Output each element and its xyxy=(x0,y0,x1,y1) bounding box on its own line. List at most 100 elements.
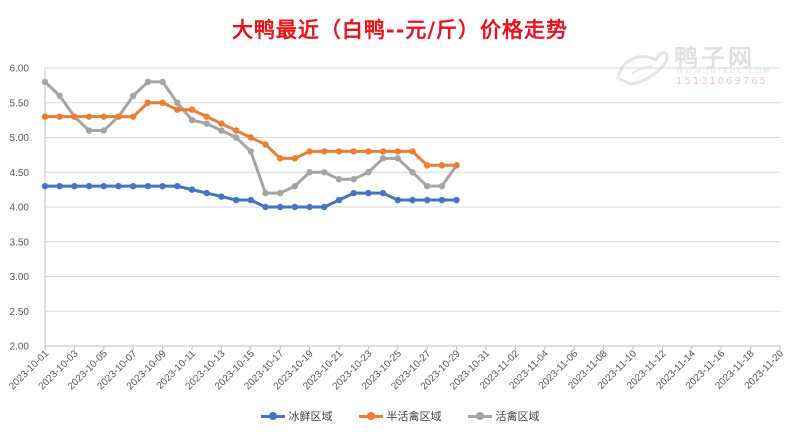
data-point xyxy=(115,113,122,120)
y-tick-label: 5.50 xyxy=(10,98,30,109)
y-tick-label: 4.00 xyxy=(10,203,30,214)
watermark-url: WWW.INTEDC.COM xyxy=(676,67,772,75)
legend-item: 半活禽区域 xyxy=(358,408,442,424)
y-tick-labels: 2.00 2.50 3.00 3.50 4.00 4.50 5.00 5.50 6.00 xyxy=(10,64,30,353)
data-point xyxy=(41,182,49,190)
data-point xyxy=(438,182,446,190)
data-point xyxy=(188,106,196,113)
data-point xyxy=(291,182,299,190)
series-lines xyxy=(41,78,460,211)
data-point xyxy=(130,113,137,120)
data-point xyxy=(424,182,431,190)
data-point xyxy=(350,176,357,183)
data-point xyxy=(350,189,357,197)
data-point xyxy=(291,155,299,162)
data-point xyxy=(262,141,269,148)
series-1 xyxy=(41,99,460,169)
data-point xyxy=(335,176,343,183)
watermark-logo: 鸭子网 WWW.INTEDC.COM 15131069765 xyxy=(612,38,782,94)
data-point xyxy=(453,196,460,204)
data-point xyxy=(247,148,254,155)
data-point xyxy=(56,182,63,190)
data-point xyxy=(277,189,284,197)
data-point xyxy=(424,196,431,204)
y-tick-label: 2.00 xyxy=(10,342,30,353)
data-point xyxy=(100,182,108,190)
data-point xyxy=(174,106,181,113)
data-point xyxy=(56,92,63,100)
chart-title: 大鸭最近（白鸭--元/斤）价格走势 xyxy=(231,18,569,42)
data-point xyxy=(365,169,372,176)
data-point xyxy=(218,193,225,200)
data-point xyxy=(277,203,284,211)
series-line xyxy=(45,101,457,167)
data-point xyxy=(232,127,240,134)
data-point xyxy=(394,155,401,162)
data-point xyxy=(321,169,328,176)
data-point xyxy=(188,116,196,124)
data-point xyxy=(379,189,387,197)
y-tick-label: 5.00 xyxy=(10,133,30,144)
data-point xyxy=(453,162,460,169)
data-point xyxy=(174,99,181,106)
data-point xyxy=(85,182,93,190)
data-point xyxy=(232,196,240,204)
axes xyxy=(44,68,781,350)
data-point xyxy=(438,196,446,204)
series-0 xyxy=(41,182,460,211)
data-point xyxy=(144,99,152,106)
y-tick-label: 3.50 xyxy=(10,237,30,248)
data-point xyxy=(144,78,152,86)
data-point xyxy=(100,127,108,134)
data-point xyxy=(159,78,166,86)
data-point xyxy=(56,113,63,120)
data-point xyxy=(277,155,284,162)
chart-legend: 冰鲜区域 半活禽区域 活禽区域 xyxy=(0,408,800,424)
data-point xyxy=(41,78,49,86)
data-point xyxy=(85,127,93,134)
data-point xyxy=(321,203,328,211)
data-point xyxy=(247,196,254,204)
data-point xyxy=(144,182,152,190)
data-point xyxy=(71,113,78,120)
data-point xyxy=(262,203,269,211)
legend-item: 活禽区域 xyxy=(467,408,540,424)
data-point xyxy=(335,196,343,204)
data-point xyxy=(41,113,49,120)
data-point xyxy=(71,182,78,190)
data-point xyxy=(291,203,299,211)
data-point xyxy=(218,120,225,127)
watermark-phone: 15131069765 xyxy=(676,76,768,87)
grid-lines xyxy=(45,67,780,312)
legend-item: 冰鲜区域 xyxy=(260,408,333,424)
data-point xyxy=(365,148,372,155)
data-point xyxy=(130,92,137,100)
data-point xyxy=(262,189,269,197)
data-point xyxy=(394,148,401,155)
data-point xyxy=(306,148,313,155)
data-point xyxy=(203,189,210,197)
data-point xyxy=(350,148,357,155)
data-point xyxy=(379,148,387,155)
data-point xyxy=(409,148,416,155)
legend-swatch xyxy=(358,411,383,421)
data-point xyxy=(115,182,122,190)
data-point xyxy=(306,169,313,176)
data-point xyxy=(424,162,431,169)
data-point xyxy=(159,99,166,106)
data-point xyxy=(174,182,181,190)
legend-label: 冰鲜区域 xyxy=(288,410,333,423)
data-point xyxy=(321,148,328,155)
y-tick-label: 6.00 xyxy=(10,64,30,75)
data-point xyxy=(247,134,254,141)
data-point xyxy=(409,169,416,176)
data-point xyxy=(335,148,343,155)
data-point xyxy=(159,182,166,190)
legend-label: 活禽区域 xyxy=(495,410,540,423)
data-point xyxy=(409,196,416,204)
legend-swatch xyxy=(260,411,285,421)
data-point xyxy=(232,134,240,141)
legend-swatch xyxy=(467,411,492,421)
data-point xyxy=(188,186,196,193)
